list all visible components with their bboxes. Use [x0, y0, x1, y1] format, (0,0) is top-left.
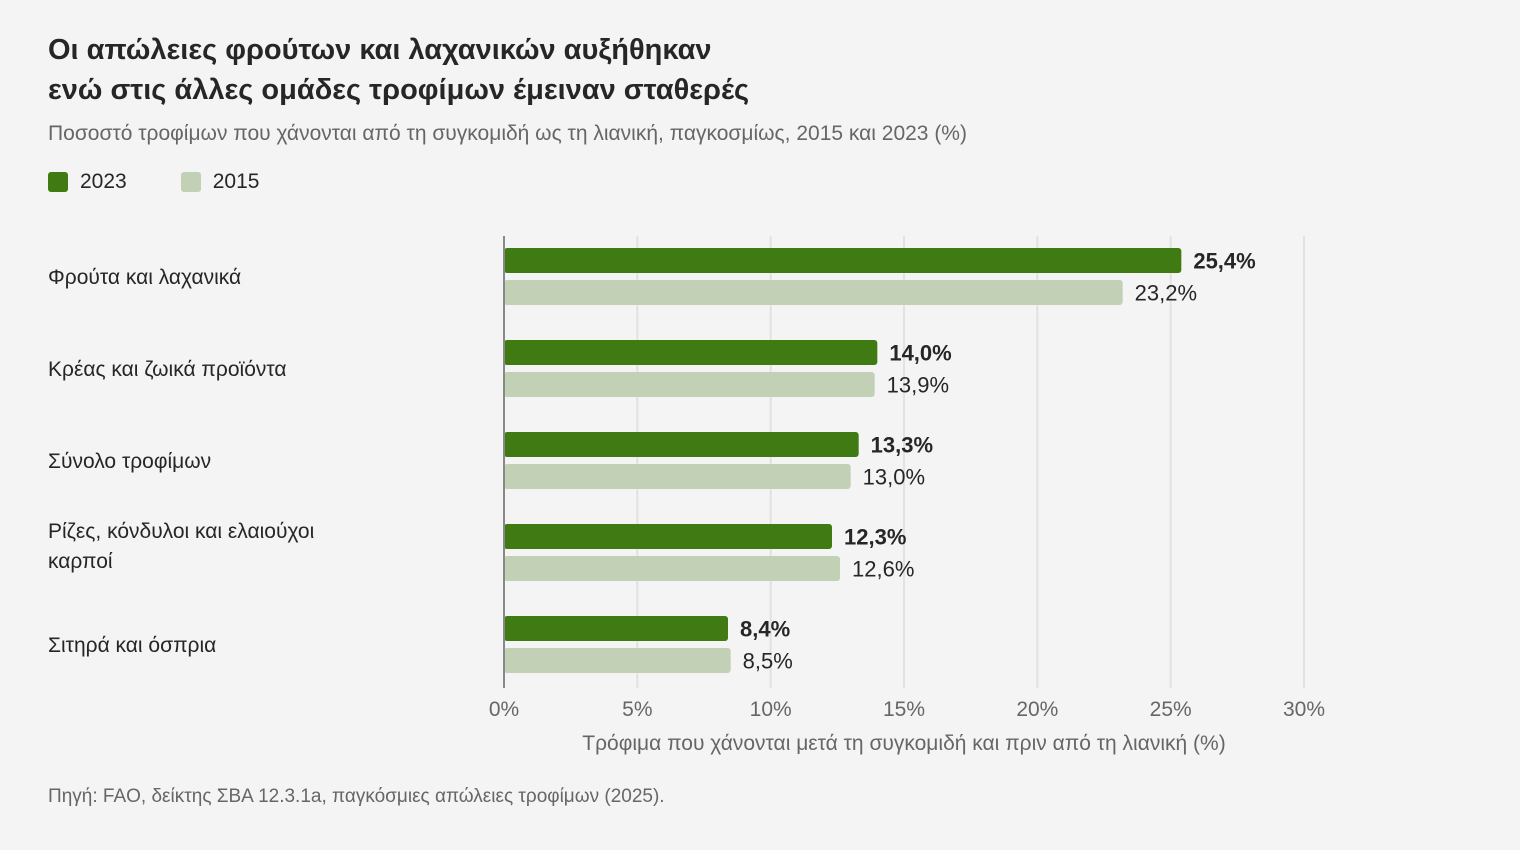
x-tick-label-20: 20% [1016, 698, 1058, 721]
legend-item-2023: 2023 [48, 170, 127, 194]
legend-swatch-2023 [48, 172, 68, 192]
value-label-2023-0: 25,4% [1193, 249, 1255, 274]
x-tick-label-0: 0% [489, 698, 519, 721]
value-label-2015-2: 13,0% [863, 465, 925, 490]
value-label-2015-4: 8,5% [743, 649, 793, 674]
category-label-fruits-vegetables: Φρούτα και λαχανικά [48, 266, 242, 289]
x-tick-label-25: 25% [1150, 698, 1192, 721]
legend-item-2015: 2015 [180, 170, 260, 194]
chart-title: Οι απώλειες φρούτων και λαχανικών αυξήθη… [48, 30, 1248, 110]
category-label-roots-tubers-oilseeds: Ρίζες, κόνδυλοι και ελαιούχοι καρποί [48, 520, 315, 573]
category-label-total-food: Σύνολο τροφίμων [48, 450, 212, 473]
bar-2023-4 [504, 616, 728, 641]
bar-2023-1 [504, 340, 878, 365]
x-axis-label: Τρόφιμα που χάνονται μετά τη συγκομιδή κ… [582, 732, 1226, 755]
value-label-2023-3: 12,3% [844, 525, 906, 550]
bar-2015-0 [504, 280, 1123, 305]
bar-2023-3 [504, 524, 832, 549]
value-label-2023-4: 8,4% [740, 617, 790, 642]
chart-title-line-2: ενώ στις άλλες ομάδες τροφίμων έμειναν σ… [48, 74, 750, 106]
bar-2023-2 [504, 432, 859, 457]
x-tick-label-5: 5% [622, 698, 652, 721]
x-tick-label-10: 10% [750, 698, 792, 721]
legend-swatch-2015 [180, 172, 201, 192]
value-label-2023-2: 13,3% [871, 433, 933, 458]
x-tick-label-15: 15% [883, 698, 925, 721]
value-label-2015-1: 13,9% [887, 373, 949, 398]
bar-2015-3 [504, 556, 840, 581]
legend-label-2015: 2015 [212, 170, 260, 193]
bar-2015-1 [504, 372, 875, 397]
value-label-2015-0: 23,2% [1135, 281, 1197, 306]
value-label-2023-1: 14,0% [889, 341, 951, 366]
value-label-2015-3: 12,6% [852, 557, 914, 582]
category-label-cereals-pulses: Σιτηρά και όσπρια [48, 634, 217, 657]
chart-subtitle: Ποσοστό τροφίμων που χάνονται από τη συγ… [48, 122, 967, 145]
chart-title-line-1: Οι απώλειες φρούτων και λαχανικών αυξήθη… [48, 34, 712, 66]
bar-2015-4 [504, 648, 731, 673]
legend-label-2023: 2023 [80, 170, 127, 193]
x-tick-label-30: 30% [1283, 698, 1325, 721]
source-note: Πηγή: FAO, δείκτης ΣΒΑ 12.3.1a, παγκόσμι… [48, 786, 665, 807]
bar-2023-0 [504, 248, 1182, 273]
category-label-meat-animal-products: Κρέας και ζωικά προϊόντα [48, 358, 287, 381]
legend: 2023 2015 [48, 170, 313, 194]
bar-2015-2 [504, 464, 851, 489]
